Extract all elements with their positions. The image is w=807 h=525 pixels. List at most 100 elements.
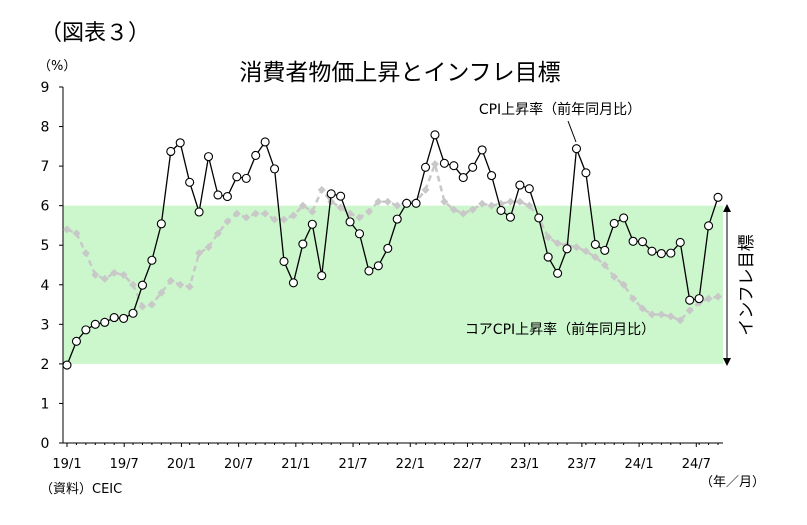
core-cpi-point — [610, 272, 619, 281]
core-cpi-point — [261, 209, 270, 218]
y-unit-label: （%） — [38, 59, 76, 74]
core-cpi-point — [619, 280, 628, 289]
x-tick-label: 23/7 — [567, 457, 596, 472]
cpi-point — [222, 192, 232, 202]
y-tick-label: 3 — [41, 317, 50, 333]
cpi-annotation: CPI上昇率（前年同月比） — [479, 101, 641, 118]
cpi-point — [156, 219, 166, 229]
cpi-point — [90, 319, 100, 329]
y-tick-label: 7 — [41, 159, 50, 175]
cpi-point — [619, 213, 629, 223]
core-cpi-point — [298, 201, 307, 210]
cpi-point — [345, 217, 355, 227]
y-tick-label: 0 — [41, 436, 50, 452]
cpi-point — [317, 271, 327, 281]
cpi-point — [675, 237, 685, 248]
x-tick-label: 19/7 — [110, 457, 139, 472]
core-cpi-point — [487, 201, 496, 210]
core-cpi-point — [638, 304, 647, 313]
cpi-point — [232, 172, 242, 182]
cpi-point — [420, 162, 431, 172]
core-cpi-point — [572, 243, 581, 252]
core-cpi-point — [647, 310, 656, 319]
core-cpi-point — [185, 282, 194, 291]
cpi-point — [383, 243, 393, 253]
core-cpi-point — [232, 209, 241, 218]
core-cpi-point — [714, 292, 722, 301]
core-cpi-point — [704, 294, 713, 303]
cpi-point — [468, 162, 478, 172]
cpi-point — [496, 205, 506, 215]
core-cpi-point — [629, 294, 638, 303]
cpi-point — [109, 313, 119, 323]
cpi-point — [430, 130, 440, 140]
cpi-point — [128, 308, 138, 318]
core-cpi-point — [553, 239, 562, 248]
cpi-point — [628, 236, 638, 246]
core-cpi-point — [440, 197, 449, 206]
target-bracket-arrow-down — [723, 358, 731, 366]
cpi-point — [656, 248, 666, 259]
core-cpi-point — [544, 233, 553, 242]
cpi-line — [66, 132, 719, 366]
x-tick-label: 20/1 — [167, 457, 196, 472]
core-cpi-point — [393, 201, 402, 210]
cpi-point — [298, 239, 308, 249]
core-cpi-line — [66, 159, 719, 322]
core-cpi-point — [176, 280, 185, 289]
core-cpi-point — [515, 197, 524, 206]
core-cpi-point — [251, 209, 260, 218]
core-cpi-point — [383, 197, 392, 206]
cpi-point — [260, 137, 270, 147]
core-cpi-point — [289, 211, 298, 220]
core-cpi-point — [336, 203, 345, 212]
x-unit-label: （年／月） — [700, 475, 765, 490]
cpi-point — [288, 278, 298, 288]
figure-label: （図表３） — [40, 21, 150, 46]
core-cpi-point — [195, 249, 204, 258]
y-tick-label: 9 — [41, 80, 50, 96]
core-cpi-point — [421, 185, 430, 194]
cpi-point — [81, 325, 91, 335]
core-cpi-point — [685, 306, 694, 315]
cpi-point — [364, 266, 374, 276]
cpi-point — [185, 177, 195, 187]
cpi-point — [100, 317, 110, 327]
x-tick-label: 21/7 — [338, 457, 367, 472]
target-bracket-arrow-up — [723, 204, 731, 212]
cpi-point — [515, 180, 525, 190]
core-cpi-point — [119, 270, 128, 279]
core-cpi-point — [468, 205, 477, 214]
core-cpi-point — [91, 270, 100, 279]
target-band-label: インフレ目標 — [737, 234, 757, 336]
x-tick-label: 24/1 — [624, 457, 653, 472]
cpi-point — [713, 192, 723, 202]
cpi-point — [647, 246, 657, 256]
x-tick-label: 19/1 — [52, 457, 81, 472]
cpi-point — [251, 150, 261, 160]
x-tick-label: 22/1 — [396, 457, 425, 472]
x-tick-label: 24/7 — [682, 457, 711, 472]
cpi-point — [685, 295, 695, 305]
y-tick-label: 1 — [41, 396, 50, 412]
core-cpi-point — [280, 215, 288, 224]
core-cpi-point — [364, 207, 373, 216]
core-cpi-point — [129, 280, 138, 289]
cpi-point — [392, 214, 402, 224]
cpi-point — [449, 161, 459, 171]
cpi-point — [534, 213, 544, 223]
x-tick-label: 21/1 — [281, 457, 310, 472]
x-tick-label: 20/7 — [224, 457, 253, 472]
cpi-point — [524, 184, 534, 194]
core-cpi-point — [600, 261, 609, 269]
source-note: （資料）CEIC — [40, 482, 122, 497]
cpi-point — [194, 207, 204, 217]
cpi-point — [147, 255, 157, 265]
cpi-point — [505, 212, 515, 222]
core-cpi-point — [525, 201, 534, 210]
core-cpi-point — [147, 300, 156, 309]
cpi-point — [477, 145, 487, 155]
core-cpi-point — [223, 217, 232, 226]
